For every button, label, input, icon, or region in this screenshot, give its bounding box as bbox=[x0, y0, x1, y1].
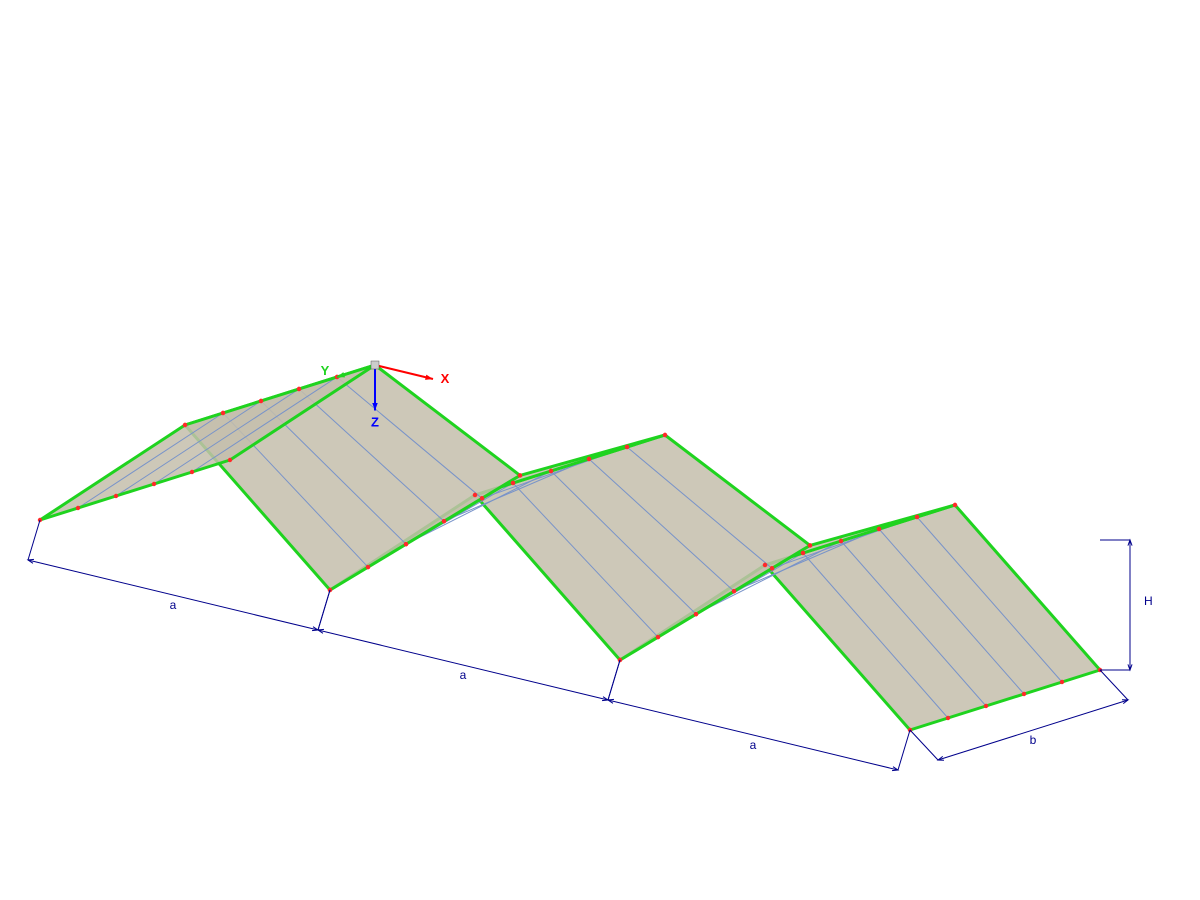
dimension-ext bbox=[1100, 670, 1128, 700]
node bbox=[808, 543, 812, 547]
node bbox=[694, 612, 698, 616]
node bbox=[946, 716, 950, 720]
label: a bbox=[750, 738, 757, 752]
node bbox=[114, 494, 118, 498]
label: a bbox=[460, 668, 467, 682]
node bbox=[1022, 692, 1026, 696]
node bbox=[915, 515, 919, 519]
node bbox=[152, 482, 156, 486]
axis-arrowhead bbox=[425, 375, 433, 380]
node bbox=[518, 473, 522, 477]
dimension-line bbox=[608, 700, 898, 770]
node bbox=[366, 565, 370, 569]
dimension-ext bbox=[28, 520, 40, 560]
node bbox=[473, 493, 477, 497]
label: a bbox=[170, 598, 177, 612]
node bbox=[587, 457, 591, 461]
node bbox=[480, 496, 484, 500]
node bbox=[1060, 680, 1064, 684]
dimension-line bbox=[318, 630, 608, 700]
node bbox=[404, 542, 408, 546]
axis-arrowhead bbox=[337, 372, 345, 377]
node bbox=[76, 506, 80, 510]
node bbox=[221, 411, 225, 415]
node bbox=[549, 469, 553, 473]
node bbox=[763, 563, 767, 567]
dimension-ext bbox=[608, 660, 620, 700]
roof-face bbox=[475, 435, 810, 660]
label: Z bbox=[371, 415, 379, 430]
dimension-ext bbox=[910, 730, 938, 760]
dimension-ext bbox=[318, 590, 330, 630]
node bbox=[801, 551, 805, 555]
node bbox=[259, 399, 263, 403]
label: b bbox=[1030, 733, 1037, 747]
node bbox=[839, 539, 843, 543]
node bbox=[877, 527, 881, 531]
dimension-line bbox=[28, 560, 318, 630]
label: X bbox=[441, 371, 450, 386]
node bbox=[732, 589, 736, 593]
dimension-ext bbox=[898, 730, 910, 770]
node bbox=[297, 387, 301, 391]
node bbox=[984, 704, 988, 708]
node bbox=[663, 433, 667, 437]
node bbox=[228, 458, 232, 462]
node bbox=[625, 445, 629, 449]
roof-face bbox=[765, 505, 1100, 730]
node bbox=[442, 519, 446, 523]
label: H bbox=[1144, 594, 1153, 608]
folded-roof-diagram: a a a b H X Y Z bbox=[0, 0, 1200, 900]
node bbox=[770, 566, 774, 570]
node bbox=[656, 635, 660, 639]
axis-origin bbox=[371, 361, 379, 369]
roof-face bbox=[185, 365, 520, 590]
label: Y bbox=[321, 363, 330, 378]
node bbox=[511, 481, 515, 485]
node bbox=[190, 470, 194, 474]
node bbox=[183, 423, 187, 427]
